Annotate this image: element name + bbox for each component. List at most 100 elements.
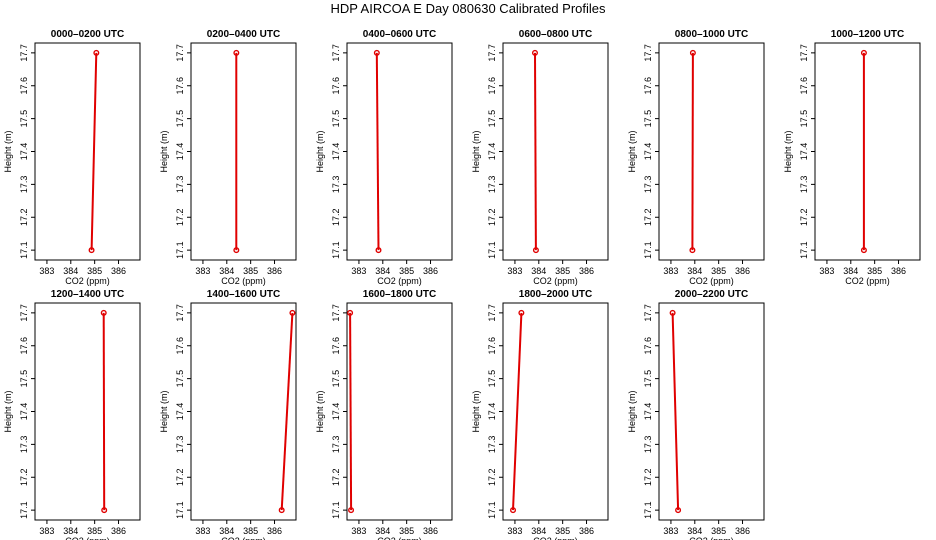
x-axis-label: CO2 (ppm)	[65, 276, 110, 286]
y-tick-label: 17.6	[487, 337, 497, 355]
panel-title: 0200–0400 UTC	[207, 29, 280, 40]
y-tick-label: 17.4	[331, 403, 341, 421]
x-tick-label: 383	[663, 266, 678, 276]
data-point	[375, 247, 382, 254]
x-tick-label: 384	[843, 266, 858, 276]
x-tick-label: 385	[867, 266, 882, 276]
panel-title: 1600–1800 UTC	[363, 289, 436, 300]
x-tick-label: 384	[219, 526, 234, 536]
y-tick-label: 17.4	[19, 403, 29, 421]
panel-title: 0800–1000 UTC	[675, 29, 748, 40]
data-point	[689, 49, 696, 56]
y-tick-label: 17.7	[643, 44, 653, 62]
y-tick-label: 17.4	[331, 143, 341, 161]
y-tick-label: 17.7	[19, 304, 29, 322]
y-tick-label: 17.4	[19, 143, 29, 161]
y-axis-label: Height (m)	[159, 390, 169, 432]
y-tick-label: 17.5	[799, 110, 809, 128]
plot-frame	[658, 42, 765, 261]
y-tick-label: 17.2	[175, 468, 185, 486]
plot-frame	[34, 42, 141, 261]
x-tick-label: 383	[507, 526, 522, 536]
y-tick-label: 17.7	[175, 44, 185, 62]
plot-frame	[346, 302, 453, 521]
y-tick-label: 17.5	[331, 110, 341, 128]
x-tick-label: 383	[351, 526, 366, 536]
x-tick-label: 385	[243, 266, 258, 276]
profile-line	[102, 312, 106, 511]
y-tick-label: 17.1	[175, 501, 185, 519]
y-tick-label: 17.5	[19, 370, 29, 388]
y-tick-label: 17.4	[175, 403, 185, 421]
y-tick-label: 17.7	[331, 304, 341, 322]
y-axis-label: Height (m)	[3, 390, 13, 432]
x-tick-label: 384	[375, 526, 390, 536]
y-tick-label: 17.2	[487, 468, 497, 486]
x-tick-label: 386	[579, 526, 594, 536]
y-tick-label: 17.3	[799, 176, 809, 194]
x-tick-label: 384	[375, 266, 390, 276]
x-tick-label: 386	[267, 266, 282, 276]
y-tick-label: 17.3	[643, 176, 653, 194]
panel-title: 1000–1200 UTC	[831, 29, 904, 40]
profile-line	[90, 52, 98, 251]
x-tick-label: 384	[531, 266, 546, 276]
x-tick-label: 386	[579, 266, 594, 276]
y-tick-label: 17.4	[643, 143, 653, 161]
x-axis-label: CO2 (ppm)	[221, 276, 266, 286]
y-tick-label: 17.6	[19, 77, 29, 95]
x-tick-label: 383	[819, 266, 834, 276]
y-tick-label: 17.2	[331, 468, 341, 486]
y-axis-label: Height (m)	[315, 390, 325, 432]
x-tick-label: 383	[351, 266, 366, 276]
panel-title: 0600–0800 UTC	[519, 29, 592, 40]
y-axis-label: Height (m)	[783, 130, 793, 172]
y-tick-label: 17.2	[19, 208, 29, 226]
y-tick-label: 17.4	[487, 143, 497, 161]
y-tick-label: 17.1	[175, 241, 185, 259]
y-tick-label: 17.2	[643, 208, 653, 226]
plot-frame	[190, 302, 297, 521]
y-tick-label: 17.2	[19, 468, 29, 486]
profile-line	[671, 312, 680, 511]
y-tick-label: 17.7	[643, 304, 653, 322]
y-tick-label: 17.3	[643, 436, 653, 454]
x-axis-label: CO2 (ppm)	[533, 536, 578, 540]
plot-frame	[190, 42, 297, 261]
data-point	[233, 247, 240, 254]
y-tick-label: 17.3	[487, 436, 497, 454]
x-tick-label: 384	[63, 266, 78, 276]
plot-frame	[502, 42, 609, 261]
data-point	[289, 309, 296, 316]
y-tick-label: 17.4	[487, 403, 497, 421]
panel-title: 1800–2000 UTC	[519, 289, 592, 300]
y-tick-label: 17.5	[643, 370, 653, 388]
y-tick-label: 17.4	[643, 403, 653, 421]
y-tick-label: 17.2	[487, 208, 497, 226]
y-tick-label: 17.5	[175, 370, 185, 388]
data-point	[88, 247, 95, 254]
x-axis-label: CO2 (ppm)	[689, 276, 734, 286]
x-tick-label: 385	[243, 526, 258, 536]
x-axis-label: CO2 (ppm)	[65, 536, 110, 540]
x-tick-label: 386	[267, 526, 282, 536]
y-tick-label: 17.6	[643, 337, 653, 355]
y-axis-label: Height (m)	[627, 130, 637, 172]
y-tick-label: 17.2	[175, 208, 185, 226]
y-tick-label: 17.4	[175, 143, 185, 161]
y-tick-label: 17.6	[175, 77, 185, 95]
x-tick-label: 386	[423, 526, 438, 536]
plot-frame	[502, 302, 609, 521]
y-tick-label: 17.3	[331, 436, 341, 454]
y-tick-label: 17.3	[175, 176, 185, 194]
data-point	[669, 309, 676, 316]
x-tick-label: 383	[195, 266, 210, 276]
profile-line	[534, 52, 537, 251]
x-tick-label: 384	[63, 526, 78, 536]
panel-title: 1200–1400 UTC	[51, 289, 124, 300]
x-axis-label: CO2 (ppm)	[533, 276, 578, 286]
y-tick-label: 17.1	[331, 241, 341, 259]
x-tick-label: 384	[219, 266, 234, 276]
y-tick-label: 17.3	[331, 176, 341, 194]
